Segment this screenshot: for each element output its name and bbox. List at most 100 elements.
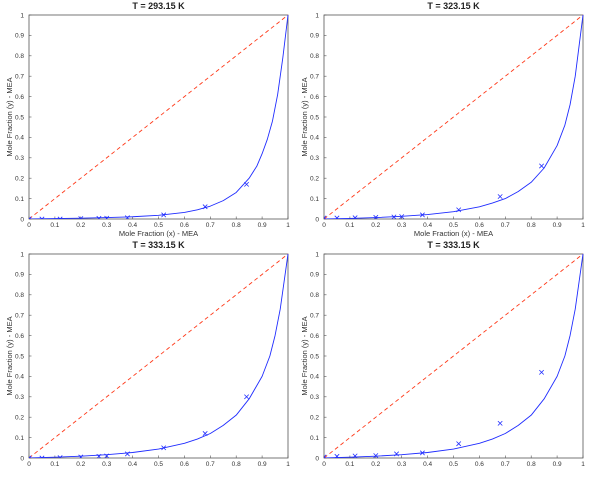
- y-tick-label: 0.7: [310, 74, 319, 81]
- data-point-marker: [104, 215, 110, 219]
- x-tick-label: 0.7: [501, 461, 510, 468]
- y-tick-label: 0.9: [15, 272, 24, 279]
- x-axis-label: Mole Fraction (x) - MEA: [414, 229, 493, 238]
- data-point-marker: [96, 215, 102, 219]
- y-tick-label: 0.6: [15, 94, 24, 101]
- y-tick-label: 0: [20, 216, 24, 223]
- diagonal-reference-line: [29, 253, 289, 458]
- y-tick-label: 0.8: [310, 292, 319, 299]
- chart-panel-2: 0 0.1 0.2 0.3 0.4 0.5 0.6 0.7 0.8 0.9 1 0 0.1 0.2 0.3 0…: [295, 0, 590, 239]
- y-tick-label: 0.2: [310, 176, 319, 183]
- x-tick-label: 0.8: [232, 461, 241, 468]
- series-group: [324, 253, 584, 458]
- data-point-marker: [352, 215, 358, 219]
- data-point-marker: [124, 451, 130, 457]
- data-point-marker: [352, 453, 358, 458]
- marker-stroke: [41, 216, 45, 219]
- data-point-marker: [202, 431, 208, 437]
- x-tick-label: 0.4: [128, 222, 137, 229]
- diagonal-reference-line: [324, 14, 584, 219]
- chart-svg-2: 0 0.1 0.2 0.3 0.4 0.5 0.6 0.7 0.8 0.9 1 0 0.1 0.2 0.3 0…: [300, 1, 585, 238]
- data-point-marker: [399, 214, 405, 219]
- x-tick-label: 0.7: [206, 461, 215, 468]
- data-point-marker: [202, 204, 208, 210]
- x-tick-label: 0.6: [475, 222, 484, 229]
- marker-stroke: [391, 214, 397, 219]
- data-point-marker: [29, 216, 32, 219]
- chart-title: T = 333.15 K: [132, 240, 185, 250]
- series-group: [29, 253, 289, 458]
- y-tick-label: 0.2: [310, 415, 319, 422]
- marker-stroke: [244, 394, 250, 400]
- x-tick-label: 0.8: [527, 222, 536, 229]
- marker-stroke: [59, 455, 63, 458]
- data-point-marker: [394, 451, 400, 457]
- y-tick-label: 0.5: [15, 353, 24, 360]
- x-tick-label: 0: [322, 222, 326, 229]
- marker-stroke: [39, 216, 43, 219]
- x-tick-label: 0.9: [553, 461, 562, 468]
- y-tick-label: 1: [20, 251, 24, 258]
- chart-title: T = 333.15 K: [427, 240, 480, 250]
- y-tick-label: 0.1: [15, 196, 24, 203]
- chart-panel-4: 0 0.1 0.2 0.3 0.4 0.5 0.6 0.7 0.8 0.9 1 0 0.1 0.2 0.3 0…: [295, 239, 590, 478]
- x-tick-label: 0.4: [423, 461, 432, 468]
- marker-stroke: [352, 453, 358, 458]
- marker-stroke: [59, 216, 63, 219]
- model-curve-line: [29, 14, 289, 219]
- marker-stroke: [353, 215, 358, 219]
- x-tick-label: 0.4: [128, 461, 137, 468]
- y-tick-label: 0.3: [310, 394, 319, 401]
- y-tick-label: 0.2: [15, 176, 24, 183]
- data-point-marker: [324, 215, 327, 219]
- data-point-marker: [39, 455, 45, 458]
- y-tick-label: 0: [20, 455, 24, 462]
- series-group: [29, 14, 289, 219]
- x-axis-label: Mole Fraction (x) - MEA: [119, 229, 198, 238]
- y-tick-label: 0.4: [15, 135, 24, 142]
- y-tick-label: 0.8: [310, 53, 319, 60]
- data-point-marker: [539, 163, 545, 169]
- marker-stroke: [29, 216, 32, 219]
- x-tick-label: 0.5: [154, 461, 163, 468]
- marker-stroke: [456, 441, 462, 447]
- x-tick-label: 0.3: [102, 222, 111, 229]
- y-tick-label: 0.6: [310, 94, 319, 101]
- x-tick-label: 0.6: [180, 461, 189, 468]
- x-tick-label: 0.5: [154, 222, 163, 229]
- marker-stroke: [97, 215, 102, 219]
- x-tick-label: 0.3: [397, 461, 406, 468]
- y-tick-label: 0.1: [310, 435, 319, 442]
- marker-stroke: [161, 212, 167, 218]
- x-tick-label: 0.2: [371, 222, 380, 229]
- y-tick-label: 0: [315, 455, 319, 462]
- marker-stroke: [104, 453, 110, 458]
- x-tick-label: 0.2: [76, 222, 85, 229]
- x-tick-label: 0.4: [423, 222, 432, 229]
- marker-stroke: [202, 431, 208, 437]
- data-point-marker: [104, 453, 110, 458]
- x-tick-label: 0.3: [102, 461, 111, 468]
- x-tick-label: 0.5: [449, 461, 458, 468]
- y-tick-label: 0.3: [310, 155, 319, 162]
- y-axis-label: Mole Fraction (y) - MEA: [300, 77, 309, 156]
- x-tick-label: 0.3: [397, 222, 406, 229]
- y-tick-label: 0.6: [310, 333, 319, 340]
- x-tick-label: 0.1: [50, 461, 59, 468]
- x-tick-label: 0.9: [553, 222, 562, 229]
- marker-stroke: [497, 194, 503, 200]
- y-tick-label: 0.4: [310, 374, 319, 381]
- data-point-marker: [78, 216, 84, 219]
- chart-svg-3: 0 0.1 0.2 0.3 0.4 0.5 0.6 0.7 0.8 0.9 1 0 0.1 0.2 0.3 0…: [5, 240, 290, 468]
- marker-stroke: [373, 214, 379, 219]
- y-tick-label: 0.9: [310, 33, 319, 40]
- y-tick-label: 0.5: [15, 114, 24, 121]
- data-point-marker: [161, 445, 167, 451]
- model-curve-line: [29, 253, 289, 458]
- x-tick-label: 1: [581, 222, 585, 229]
- data-point-marker: [391, 214, 397, 219]
- diagonal-reference-line: [324, 253, 584, 458]
- marker-stroke: [324, 454, 327, 458]
- data-point-marker: [334, 215, 340, 219]
- y-tick-label: 1: [20, 12, 24, 19]
